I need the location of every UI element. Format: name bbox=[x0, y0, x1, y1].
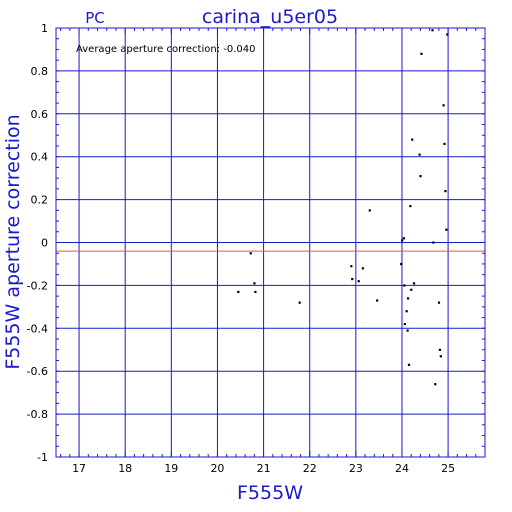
average-annotation: Average aperture correction: -0.040 bbox=[76, 44, 256, 55]
data-point bbox=[412, 282, 416, 285]
data-point bbox=[298, 301, 301, 304]
plot-frame bbox=[55, 27, 486, 458]
data-point bbox=[410, 288, 413, 291]
data-point bbox=[419, 175, 422, 178]
data-point bbox=[368, 209, 371, 212]
chart-title: carina_u5er05 bbox=[202, 6, 338, 28]
chart-subtitle: PC bbox=[85, 9, 105, 27]
data-point bbox=[253, 282, 256, 285]
y-tick-label: -0.8 bbox=[27, 408, 48, 421]
data-points bbox=[237, 29, 449, 386]
grid-lines bbox=[56, 27, 485, 458]
y-tick-label: 1 bbox=[41, 22, 48, 35]
x-tick-label: 19 bbox=[164, 462, 178, 475]
data-point bbox=[445, 228, 448, 231]
data-point bbox=[444, 190, 447, 193]
data-point bbox=[254, 290, 257, 294]
data-point bbox=[432, 241, 435, 244]
data-point bbox=[411, 138, 414, 141]
data-point bbox=[403, 323, 406, 326]
data-point bbox=[431, 29, 434, 32]
y-tick-label: -0.6 bbox=[27, 365, 48, 378]
y-tick-label: 0.2 bbox=[31, 194, 49, 207]
tick-labels: 17 18 19 20 21 22 23 24 25 -1 -0.8 -0.6 -0.4 -0.2 0 0.2… bbox=[27, 22, 456, 475]
x-tick-label: 21 bbox=[257, 462, 271, 475]
data-point bbox=[418, 153, 421, 156]
data-point bbox=[400, 239, 404, 242]
y-tick-label: 0.6 bbox=[31, 108, 49, 121]
data-point bbox=[446, 33, 449, 36]
data-point bbox=[406, 297, 410, 300]
data-point bbox=[420, 52, 423, 55]
data-point bbox=[249, 252, 252, 255]
data-point bbox=[406, 329, 409, 332]
data-point bbox=[361, 267, 364, 270]
data-point bbox=[407, 363, 411, 366]
data-point bbox=[439, 355, 442, 358]
x-tick-label: 24 bbox=[395, 462, 409, 475]
data-point bbox=[437, 301, 441, 304]
data-point bbox=[405, 310, 408, 313]
data-point bbox=[376, 299, 379, 302]
y-tick-label: 0.4 bbox=[31, 151, 49, 164]
data-point bbox=[409, 205, 412, 208]
x-tick-label: 22 bbox=[303, 462, 317, 475]
y-tick-label: -0.4 bbox=[27, 322, 48, 335]
x-tick-label: 23 bbox=[349, 462, 363, 475]
data-point bbox=[351, 277, 354, 281]
data-point bbox=[442, 104, 445, 107]
data-point bbox=[443, 142, 446, 146]
data-point bbox=[400, 262, 403, 266]
data-point bbox=[237, 290, 240, 294]
y-tick-label: 0 bbox=[41, 237, 48, 250]
data-point bbox=[403, 284, 406, 287]
data-point bbox=[402, 237, 406, 240]
y-tick-label: -0.2 bbox=[27, 279, 48, 292]
data-point bbox=[350, 265, 353, 268]
y-tick-label: 0.8 bbox=[31, 65, 49, 78]
y-axis-label: F555W aperture correction bbox=[2, 114, 24, 369]
data-point bbox=[438, 348, 441, 351]
x-axis-label: F555W bbox=[237, 482, 303, 504]
x-tick-label: 25 bbox=[441, 462, 455, 475]
y-tick-label: -1 bbox=[37, 451, 48, 464]
x-tick-label: 17 bbox=[72, 462, 86, 475]
data-point bbox=[434, 383, 437, 386]
x-tick-label: 20 bbox=[210, 462, 224, 475]
data-point bbox=[357, 280, 360, 283]
x-tick-label: 18 bbox=[118, 462, 132, 475]
